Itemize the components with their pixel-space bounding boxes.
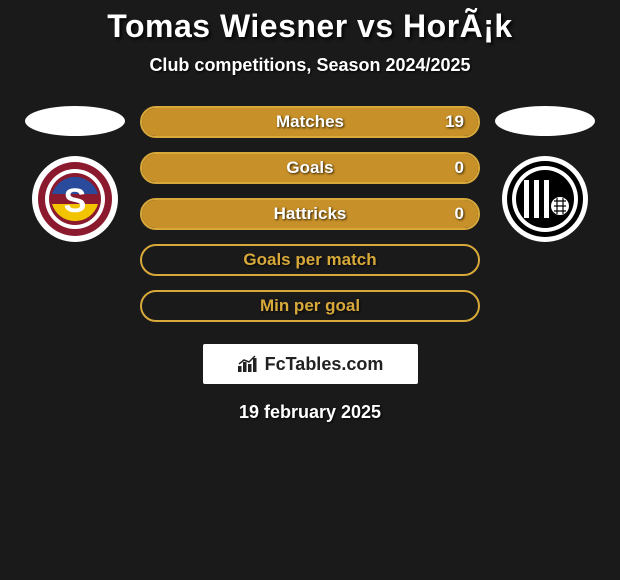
stat-bar-goals: Goals 0	[140, 152, 480, 184]
left-player-col: S	[20, 106, 130, 242]
stat-label: Min per goal	[260, 296, 360, 316]
main-row: S Matches 19 Goals 0 Hattricks 0 Goals p…	[0, 106, 620, 322]
date-text: 19 february 2025	[0, 402, 620, 423]
chart-icon	[237, 355, 259, 373]
subtitle: Club competitions, Season 2024/2025	[0, 55, 620, 76]
branding-badge: FcTables.com	[203, 344, 418, 384]
stat-bar-mpg: Min per goal	[140, 290, 480, 322]
stat-value: 0	[455, 158, 464, 178]
stat-bar-hattricks: Hattricks 0	[140, 198, 480, 230]
stat-value: 0	[455, 204, 464, 224]
stat-bar-gpm: Goals per match	[140, 244, 480, 276]
branding-text: FcTables.com	[265, 354, 384, 375]
player-photo-placeholder-left	[25, 106, 125, 136]
club-logo-left: S	[32, 156, 118, 242]
right-player-col	[490, 106, 600, 242]
stat-label: Goals per match	[243, 250, 376, 270]
club-logo-right	[502, 156, 588, 242]
stat-value: 19	[445, 112, 464, 132]
stat-label: Hattricks	[274, 204, 347, 224]
stat-label: Goals	[286, 158, 333, 178]
svg-text:S: S	[64, 182, 87, 220]
stat-bar-matches: Matches 19	[140, 106, 480, 138]
comparison-card: Tomas Wiesner vs HorÃ¡k Club competition…	[0, 0, 620, 423]
stat-label: Matches	[276, 112, 344, 132]
page-title: Tomas Wiesner vs HorÃ¡k	[0, 8, 620, 45]
player-photo-placeholder-right	[495, 106, 595, 136]
stats-bars: Matches 19 Goals 0 Hattricks 0 Goals per…	[140, 106, 480, 322]
